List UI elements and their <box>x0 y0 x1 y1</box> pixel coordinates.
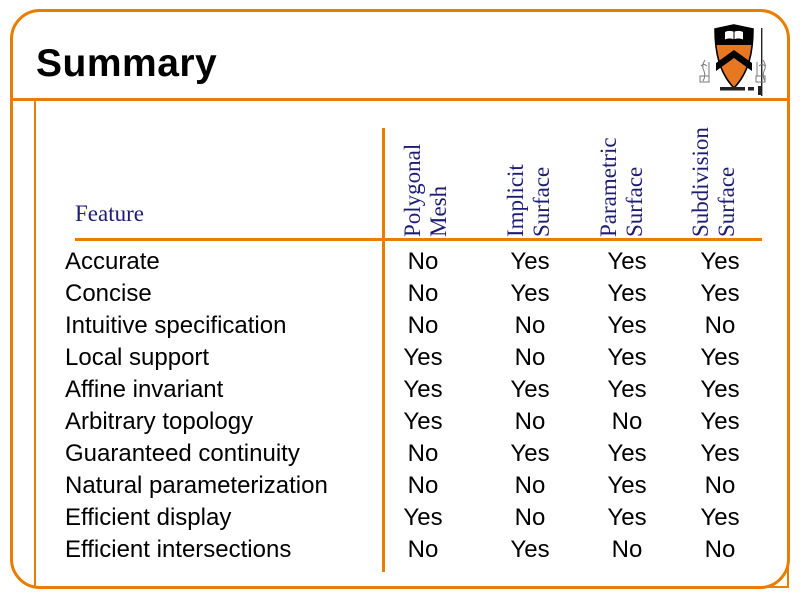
table-row: Guaranteed continuity No Yes Yes Yes <box>0 440 800 472</box>
cell-value: Yes <box>700 376 740 403</box>
cell-value: Yes <box>403 408 443 435</box>
cell-value: No <box>407 280 439 307</box>
cell-value: Yes <box>607 344 647 371</box>
cell-value: No <box>514 472 546 499</box>
table-row: Local support Yes No Yes Yes <box>0 344 800 376</box>
feature-label: Intuitive specification <box>65 312 287 339</box>
table-row: Natural parameterization No No Yes No <box>0 472 800 504</box>
cell-value: No <box>407 440 439 467</box>
cell-value: Yes <box>510 536 550 563</box>
cell-value: Yes <box>700 248 740 275</box>
feature-column-header: Feature <box>75 201 144 226</box>
column-header-subdivision-surface: Subdivision Surface <box>688 127 739 237</box>
column-header-implicit-surface: Implicit Surface <box>503 164 554 237</box>
cell-value: No <box>407 536 439 563</box>
content-placeholder-border <box>34 98 789 588</box>
cell-value: No <box>611 408 643 435</box>
cell-value: No <box>514 408 546 435</box>
cell-value: Yes <box>700 344 740 371</box>
slide-title: Summary <box>36 42 218 85</box>
cell-value: Yes <box>607 504 647 531</box>
cell-value: No <box>704 312 736 339</box>
cell-value: Yes <box>510 376 550 403</box>
cell-value: Yes <box>510 280 550 307</box>
feature-label: Concise <box>65 280 152 307</box>
cell-value: Yes <box>403 504 443 531</box>
feature-label: Efficient display <box>65 504 232 531</box>
cell-value: Yes <box>700 280 740 307</box>
cell-value: Yes <box>403 344 443 371</box>
cell-value: No <box>407 248 439 275</box>
table-row: Intuitive specification No No Yes No <box>0 312 800 344</box>
cell-value: No <box>407 312 439 339</box>
feature-label: Affine invariant <box>65 376 224 403</box>
cell-value: No <box>704 536 736 563</box>
table-row: Efficient display Yes No Yes Yes <box>0 504 800 536</box>
cell-value: Yes <box>607 440 647 467</box>
cell-value: No <box>704 472 736 499</box>
table-row: Arbitrary topology Yes No No Yes <box>0 408 800 440</box>
university-logo <box>696 20 772 100</box>
cell-value: No <box>407 472 439 499</box>
feature-label: Natural parameterization <box>65 472 328 499</box>
cell-value: No <box>611 536 643 563</box>
cell-value: Yes <box>607 472 647 499</box>
feature-label: Accurate <box>65 248 160 275</box>
cell-value: Yes <box>607 312 647 339</box>
feature-label: Local support <box>65 344 210 371</box>
cell-value: No <box>514 344 546 371</box>
cell-value: Yes <box>700 408 740 435</box>
cell-value: Yes <box>510 440 550 467</box>
cell-value: Yes <box>403 376 443 403</box>
cell-value: Yes <box>700 440 740 467</box>
table-row: Efficient intersections No Yes No No <box>0 536 800 568</box>
cell-value: Yes <box>607 280 647 307</box>
feature-label: Arbitrary topology <box>65 408 254 435</box>
cell-value: Yes <box>607 248 647 275</box>
feature-label: Efficient intersections <box>65 536 292 563</box>
table-row: Accurate No Yes Yes Yes <box>0 248 800 280</box>
cell-value: Yes <box>510 248 550 275</box>
cell-value: Yes <box>607 376 647 403</box>
table-row: Affine invariant Yes Yes Yes Yes <box>0 376 800 408</box>
feature-label: Guaranteed continuity <box>65 440 300 467</box>
table-vertical-divider <box>382 128 385 572</box>
table-header-underline <box>75 238 762 241</box>
princeton-shield-icon <box>699 24 766 96</box>
cell-value: No <box>514 504 546 531</box>
cell-value: Yes <box>700 504 740 531</box>
column-header-polygonal-mesh: Polygonal Mesh <box>400 143 451 237</box>
table-row: Concise No Yes Yes Yes <box>0 280 800 312</box>
cell-value: No <box>514 312 546 339</box>
column-header-parametric-surface: Parametric Surface <box>596 137 647 237</box>
